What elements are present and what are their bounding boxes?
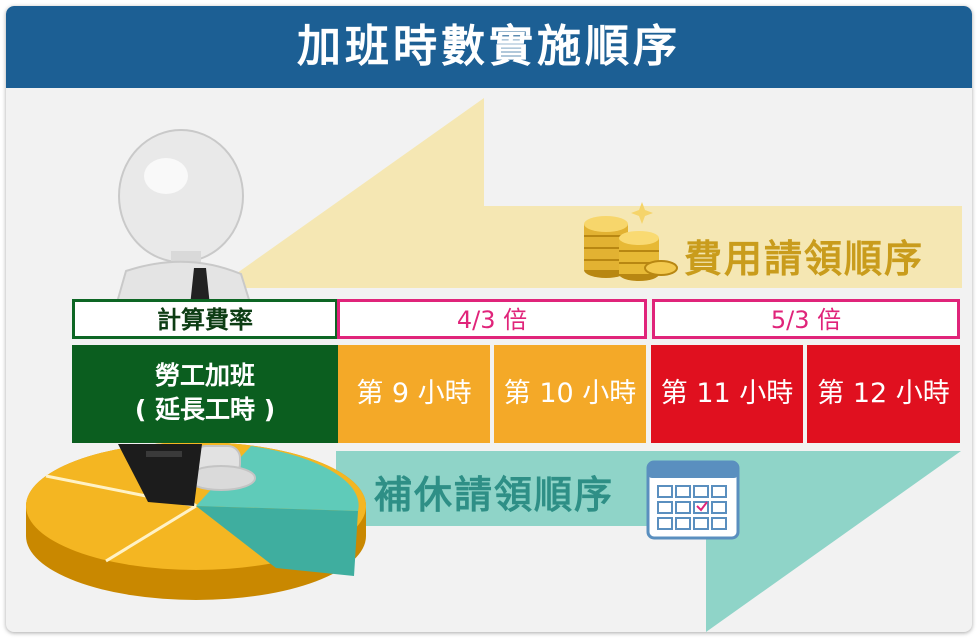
extended-hours-label: ( 延長工時 ) <box>134 395 276 424</box>
rate-header-cell: 計算費率 <box>72 299 338 339</box>
rate-group-4-3: 4/3 倍 <box>337 299 647 339</box>
hour-11-cell: 第 11 小時 <box>651 345 803 443</box>
pie-chart-icon <box>26 442 366 600</box>
hour-12-cell: 第 12 小時 <box>807 345 960 443</box>
hour-9-cell: 第 9 小時 <box>338 345 490 443</box>
comp-order-label: 補休請領順序 <box>374 473 615 517</box>
background-art <box>26 98 962 632</box>
page-title: 加班時數實施順序 <box>297 21 681 72</box>
fee-order-label: 費用請領順序 <box>684 237 925 281</box>
fee-order-arrow <box>216 98 962 288</box>
comp-order-arrow <box>336 451 961 632</box>
hour-10-cell: 第 10 小時 <box>494 345 646 443</box>
rate-group-5-3: 5/3 倍 <box>652 299 960 339</box>
calendar-icon <box>646 460 740 540</box>
labor-overtime-label: 勞工加班 <box>154 361 255 390</box>
diagram-card: 加班時數實施順序 費用請領順序 補休請領順序 計算費率 4/3 倍 5/3 倍 … <box>6 6 972 632</box>
person-figure-icon <box>114 129 256 491</box>
title-bar <box>6 6 972 88</box>
coin-stack-icon <box>584 202 678 281</box>
briefcase-icon <box>118 444 202 506</box>
labor-overtime-cell: 勞工加班 ( 延長工時 ) <box>72 345 338 443</box>
